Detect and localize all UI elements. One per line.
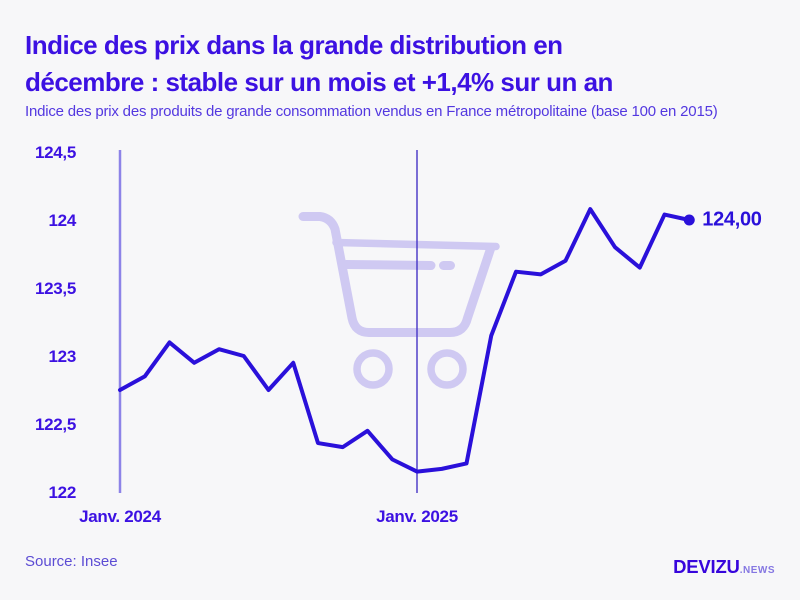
page-title-line1: Indice des prix dans la grande distribut…	[25, 30, 563, 60]
end-value-label: 124,00	[702, 208, 762, 231]
source-caption: Source: Insee	[25, 553, 118, 570]
page-title-line2: décembre : stable sur un mois et +1,4% s…	[25, 67, 613, 97]
logo-main-text: DEVIZU	[673, 556, 740, 577]
y-axis-tick-label: 123,5	[34, 278, 76, 298]
endpoint-dot	[683, 214, 695, 226]
y-axis-tick-label: 122,5	[34, 414, 76, 434]
x-axis-tick-label: Janv. 2025	[376, 507, 458, 526]
page-title: Indice des prix dans la grande distribut…	[25, 27, 765, 101]
shopping-cart-icon	[298, 212, 500, 389]
devizu-logo: DEVIZU .NEWS	[673, 556, 775, 578]
x-axis-tick-label: Janv. 2024	[79, 507, 161, 526]
y-axis-tick-label: 124	[48, 210, 77, 230]
y-axis-tick-label: 122	[48, 482, 77, 502]
price-series-line	[118, 207, 692, 474]
chart-subtitle: Indice des prix des produits de grande c…	[25, 103, 718, 120]
logo-suffix-text: .NEWS	[739, 565, 775, 576]
y-axis-tick-label: 123	[48, 346, 77, 366]
y-axis-tick-label: 124,5	[34, 142, 76, 162]
